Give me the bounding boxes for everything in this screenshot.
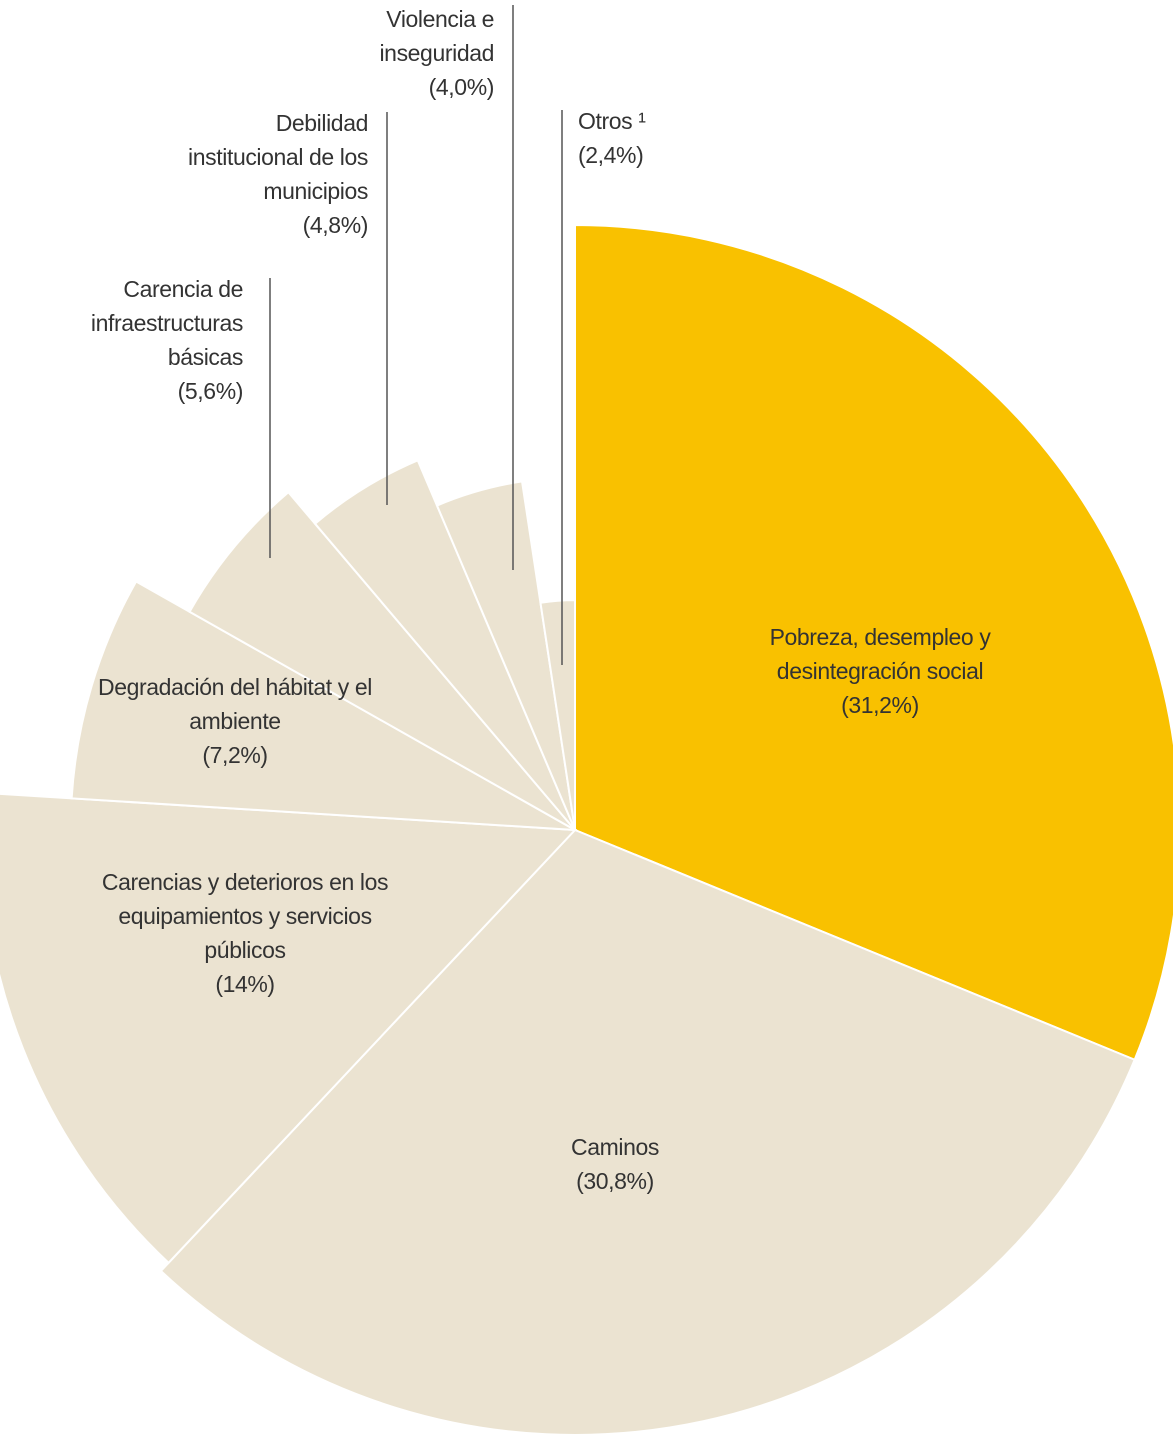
slice-label: Carencias y deterioros en los equipamien… <box>95 865 395 1001</box>
category-label: Carencias y deterioros en los equipamien… <box>101 869 389 963</box>
slice-label: Otros ¹ (2,4%) <box>578 104 738 172</box>
category-label: Carencia de infraestructuras básicas <box>90 276 244 370</box>
value-label: (2,4%) <box>578 142 644 168</box>
value-label: (4,0%) <box>428 74 495 100</box>
pie-slice <box>188 490 576 831</box>
slice-label: Pobreza, desempleo y desintegración soci… <box>730 620 1030 722</box>
pie-slice <box>159 828 1136 1436</box>
pie-slice <box>70 580 576 831</box>
pie-slice <box>0 792 578 1265</box>
category-label: Otros ¹ <box>578 108 646 134</box>
category-label: Degradación del hábitat y el ambiente <box>98 674 372 734</box>
pie-slice <box>313 458 576 831</box>
value-label: (4,8%) <box>302 212 369 238</box>
value-label: (31,2%) <box>841 692 919 718</box>
value-label: (30,8%) <box>576 1168 654 1194</box>
slice-label: Violencia e inseguridad (4,0%) <box>294 2 494 104</box>
pie-slice <box>539 599 576 831</box>
pie-slice <box>435 480 576 831</box>
category-label: Caminos <box>571 1134 659 1160</box>
slice-label: Carencia de infraestructuras básicas (5,6… <box>43 272 244 408</box>
pie-slice <box>574 224 1173 1062</box>
category-label: Violencia e inseguridad <box>379 6 494 66</box>
value-label: (7,2%) <box>202 742 268 768</box>
value-label: (14%) <box>215 971 275 997</box>
value-label: (5,6%) <box>177 378 244 404</box>
slice-label: Debilidad institucional de los municipio… <box>168 106 368 242</box>
slice-label: Degradación del hábitat y el ambiente (7,… <box>85 670 385 772</box>
slice-label: Caminos (30,8%) <box>465 1130 765 1198</box>
category-label: Pobreza, desempleo y desintegración soci… <box>769 624 991 684</box>
category-label: Debilidad institucional de los municipio… <box>188 110 368 204</box>
